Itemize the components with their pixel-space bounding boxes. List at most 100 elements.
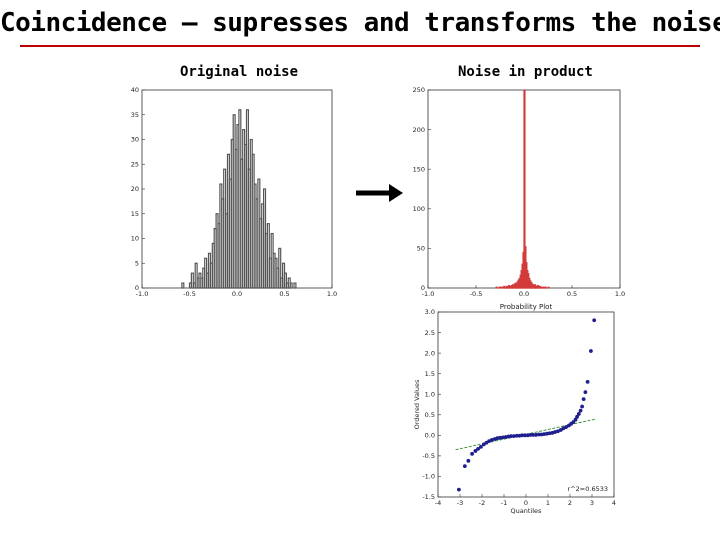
y-tick-label: 50 xyxy=(417,245,425,253)
histogram-bar xyxy=(194,262,198,289)
histogram-bar xyxy=(181,282,185,289)
data-point xyxy=(498,435,502,440)
histogram-bar xyxy=(541,286,544,289)
data-point xyxy=(528,433,533,437)
data-point xyxy=(490,437,494,442)
y-tick-label: 3.0 xyxy=(425,308,435,316)
data-point xyxy=(514,433,519,438)
data-point xyxy=(487,439,491,443)
data-point xyxy=(520,433,524,438)
r-squared-annotation: r^2=0.6533 xyxy=(568,485,608,493)
data-point xyxy=(556,429,560,434)
x-tick-label: 0.5 xyxy=(567,290,577,298)
right-arrow-icon xyxy=(356,184,403,202)
slide-title: Coincidence – supresses and transforms t… xyxy=(0,8,720,38)
data-point xyxy=(479,444,483,449)
y-tick-label: 10 xyxy=(131,235,139,243)
y-tick-label: 25 xyxy=(131,160,139,168)
x-tick-label: -4 xyxy=(435,499,441,507)
title-underline xyxy=(20,45,700,47)
histogram-bar xyxy=(547,286,550,289)
data-point xyxy=(523,433,527,438)
data-point xyxy=(571,420,576,425)
data-point xyxy=(589,349,593,353)
data-point xyxy=(580,404,584,409)
histogram-bar xyxy=(501,286,504,289)
y-tick-label: 2.0 xyxy=(425,349,435,357)
x-tick-label: -0.5 xyxy=(470,290,483,298)
data-point xyxy=(501,435,505,440)
data-point xyxy=(592,318,597,323)
histogram-bar xyxy=(498,286,501,289)
y-tick-label: 40 xyxy=(131,86,139,94)
x-tick-label: 0.5 xyxy=(279,290,289,298)
x-tick-label: 0 xyxy=(524,499,528,507)
x-tick-label: 0.0 xyxy=(232,290,242,298)
data-point xyxy=(545,431,549,436)
x-tick-label: 1.0 xyxy=(615,290,625,298)
data-point xyxy=(509,434,513,439)
y-tick-label: 150 xyxy=(413,165,425,173)
y-tick-label: 20 xyxy=(131,185,139,193)
histogram-bar xyxy=(278,247,282,289)
histogram-bar xyxy=(289,282,293,289)
y-axis-label: Ordered Values xyxy=(413,379,421,429)
histogram-bar xyxy=(293,282,297,289)
y-tick-label: 35 xyxy=(131,111,139,119)
data-point xyxy=(512,434,516,439)
data-point xyxy=(576,412,581,416)
data-point xyxy=(542,432,546,436)
y-tick-label: 1.0 xyxy=(425,390,435,398)
y-tick-label: -1.5 xyxy=(422,493,435,501)
x-tick-label: 1.0 xyxy=(327,290,337,298)
y-tick-label: 100 xyxy=(413,205,425,213)
data-point xyxy=(578,408,583,413)
y-tick-label: -0.5 xyxy=(422,452,435,460)
data-point xyxy=(536,432,541,437)
y-tick-label: 250 xyxy=(413,86,425,94)
y-tick-label: 0.0 xyxy=(425,432,435,440)
data-point xyxy=(462,464,467,469)
x-tick-label: 3 xyxy=(590,499,594,507)
data-point xyxy=(466,458,471,463)
x-tick-label: -1.0 xyxy=(136,290,149,298)
data-point xyxy=(564,425,568,430)
y-tick-label: 0 xyxy=(421,284,425,292)
data-point xyxy=(473,449,478,453)
y-tick-label: 1.5 xyxy=(425,370,435,378)
x-tick-label: 4 xyxy=(612,499,616,507)
x-tick-label: 2 xyxy=(568,499,572,507)
x-axis-label: Quantiles xyxy=(511,507,542,515)
original-noise-histogram: -1.0 -0.5 0.0 0.5 1.0 0 5 10 15 20 25 30 35 40 xyxy=(131,86,337,298)
data-point xyxy=(585,379,590,384)
data-point xyxy=(470,451,474,456)
x-tick-label: -0.5 xyxy=(183,290,196,298)
y-tick-label: 0.5 xyxy=(425,411,435,419)
x-tick-label: 1 xyxy=(546,499,550,507)
x-tick-label: -1 xyxy=(501,499,507,507)
probability-plot-title: Probability Plot xyxy=(500,303,553,311)
data-point xyxy=(573,417,578,422)
y-tick-label: 0 xyxy=(135,284,139,292)
data-point xyxy=(581,397,586,402)
data-point xyxy=(575,414,579,419)
y-tick-label: 30 xyxy=(131,136,139,144)
right-chart-caption: Noise in product xyxy=(458,64,593,80)
data-point xyxy=(476,447,480,451)
x-tick-label: -2 xyxy=(479,499,485,507)
y-tick-label: 5 xyxy=(135,259,139,267)
data-point xyxy=(531,433,535,437)
data-point xyxy=(457,487,461,492)
data-point xyxy=(534,433,538,437)
histogram-bar xyxy=(190,272,194,289)
y-tick-label: 2.5 xyxy=(425,329,435,337)
product-noise-histogram: -1.0 -0.5 0.0 0.5 1.0 0 50 100 150 200 250 xyxy=(413,86,626,298)
histogram-bar xyxy=(266,223,270,289)
plot-frame xyxy=(437,311,615,498)
y-tick-label: -1.0 xyxy=(422,473,435,481)
histogram-bar xyxy=(283,272,287,289)
data-point xyxy=(583,390,588,395)
x-tick-label: -3 xyxy=(457,499,463,507)
histogram-bar xyxy=(495,286,498,289)
